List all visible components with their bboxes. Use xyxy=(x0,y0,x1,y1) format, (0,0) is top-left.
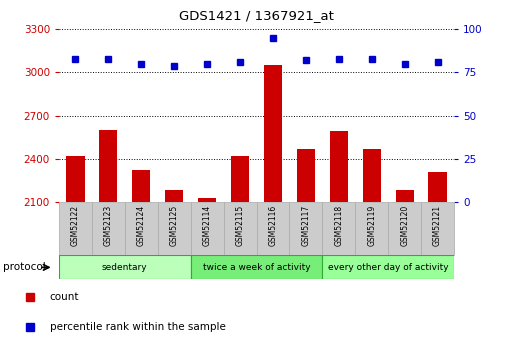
Bar xyxy=(428,172,447,202)
Text: GSM52125: GSM52125 xyxy=(170,205,179,246)
Bar xyxy=(330,131,348,202)
Text: GSM52119: GSM52119 xyxy=(367,205,376,246)
Bar xyxy=(125,202,158,255)
Text: GSM52118: GSM52118 xyxy=(334,205,343,246)
Bar xyxy=(355,202,388,255)
Text: twice a week of activity: twice a week of activity xyxy=(203,263,310,272)
Text: GSM52121: GSM52121 xyxy=(433,205,442,246)
Text: count: count xyxy=(50,292,79,302)
Bar xyxy=(256,202,289,255)
Bar xyxy=(132,170,150,202)
Bar xyxy=(231,156,249,202)
Text: GSM52122: GSM52122 xyxy=(71,205,80,246)
Bar xyxy=(224,202,256,255)
Bar xyxy=(59,202,92,255)
Bar xyxy=(92,202,125,255)
Bar xyxy=(289,202,322,255)
Bar xyxy=(363,149,381,202)
Bar xyxy=(191,202,224,255)
Text: GSM52120: GSM52120 xyxy=(400,205,409,246)
Text: GSM52115: GSM52115 xyxy=(235,205,245,246)
Bar xyxy=(322,255,454,279)
Bar xyxy=(198,197,216,202)
Bar xyxy=(100,130,117,202)
Text: protocol: protocol xyxy=(3,263,45,272)
Text: GSM52124: GSM52124 xyxy=(137,205,146,246)
Text: sedentary: sedentary xyxy=(102,263,148,272)
Bar xyxy=(165,190,183,202)
Bar xyxy=(421,202,454,255)
Bar xyxy=(158,202,191,255)
Text: GSM52117: GSM52117 xyxy=(301,205,310,246)
Bar xyxy=(322,202,355,255)
Text: every other day of activity: every other day of activity xyxy=(328,263,448,272)
Bar xyxy=(396,190,413,202)
Bar xyxy=(59,255,191,279)
Bar xyxy=(264,65,282,202)
Bar xyxy=(66,156,85,202)
Text: GSM52116: GSM52116 xyxy=(268,205,278,246)
Bar xyxy=(297,149,315,202)
Bar xyxy=(191,255,322,279)
Bar xyxy=(388,202,421,255)
Text: GSM52114: GSM52114 xyxy=(203,205,212,246)
Text: percentile rank within the sample: percentile rank within the sample xyxy=(50,322,226,332)
Text: GDS1421 / 1367921_at: GDS1421 / 1367921_at xyxy=(179,9,334,22)
Text: GSM52123: GSM52123 xyxy=(104,205,113,246)
